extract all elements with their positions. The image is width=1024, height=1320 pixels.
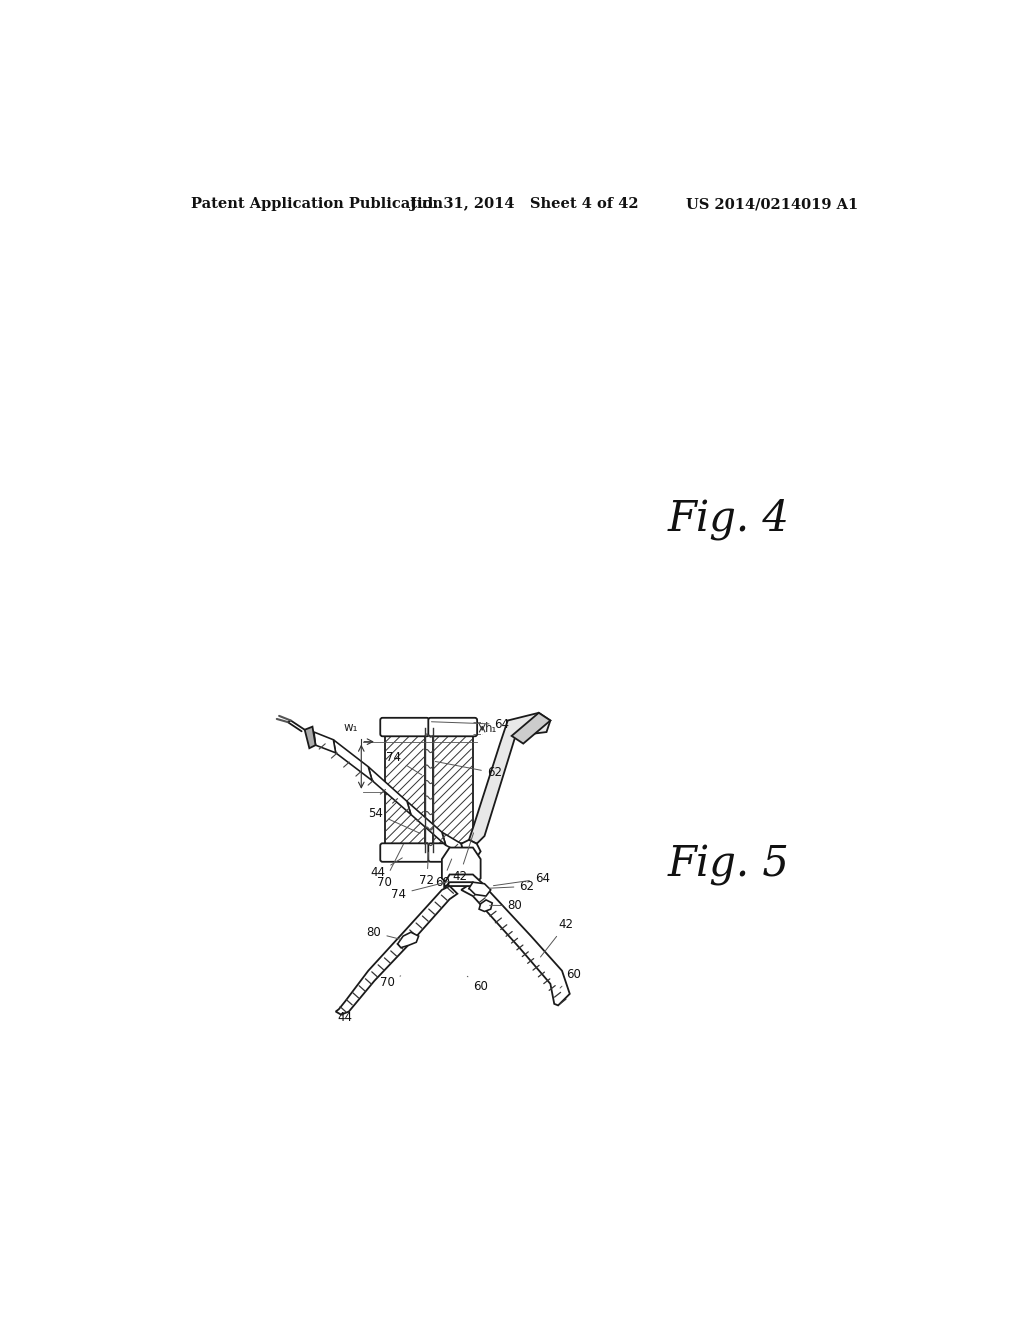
Polygon shape (479, 900, 493, 911)
FancyBboxPatch shape (380, 843, 429, 862)
Polygon shape (442, 832, 465, 855)
Text: Patent Application Publication: Patent Application Publication (191, 197, 443, 211)
Bar (432, 734, 473, 846)
Text: US 2014/0214019 A1: US 2014/0214019 A1 (686, 197, 858, 211)
Polygon shape (305, 726, 315, 748)
Polygon shape (314, 733, 336, 752)
Text: 74: 74 (386, 751, 422, 775)
Text: w₁: w₁ (344, 721, 358, 734)
Text: Fig. 4: Fig. 4 (668, 498, 790, 540)
Text: Fig. 5: Fig. 5 (668, 843, 790, 886)
Text: h₁: h₁ (485, 722, 498, 735)
Text: 64: 64 (431, 718, 510, 731)
Text: 74: 74 (391, 882, 450, 900)
Text: 62: 62 (435, 762, 502, 779)
Polygon shape (442, 847, 480, 886)
Text: 42: 42 (541, 919, 573, 957)
Text: 44: 44 (337, 1011, 352, 1024)
Text: 80: 80 (489, 899, 522, 912)
Polygon shape (469, 713, 550, 843)
Polygon shape (469, 882, 490, 896)
FancyBboxPatch shape (428, 718, 477, 737)
Polygon shape (512, 713, 550, 743)
Polygon shape (444, 875, 483, 888)
FancyBboxPatch shape (428, 843, 477, 862)
FancyBboxPatch shape (380, 718, 429, 737)
Polygon shape (369, 767, 411, 814)
Text: 72: 72 (420, 853, 434, 887)
Text: 70: 70 (380, 975, 400, 989)
Text: 80: 80 (367, 927, 400, 940)
Text: 70: 70 (377, 845, 403, 888)
Text: 64: 64 (494, 873, 550, 886)
Text: 54: 54 (369, 807, 420, 833)
Text: 42: 42 (452, 833, 473, 883)
Text: 44: 44 (371, 858, 402, 879)
Bar (385, 734, 425, 846)
Polygon shape (407, 801, 445, 845)
Text: 60: 60 (560, 969, 581, 989)
Polygon shape (336, 886, 458, 1015)
Text: 60: 60 (467, 977, 487, 993)
Polygon shape (461, 882, 569, 1006)
Polygon shape (334, 739, 372, 780)
Text: 60: 60 (435, 859, 452, 888)
Polygon shape (461, 840, 480, 863)
Polygon shape (397, 932, 419, 948)
Text: 62: 62 (488, 880, 535, 892)
Text: Jul. 31, 2014   Sheet 4 of 42: Jul. 31, 2014 Sheet 4 of 42 (411, 197, 639, 211)
